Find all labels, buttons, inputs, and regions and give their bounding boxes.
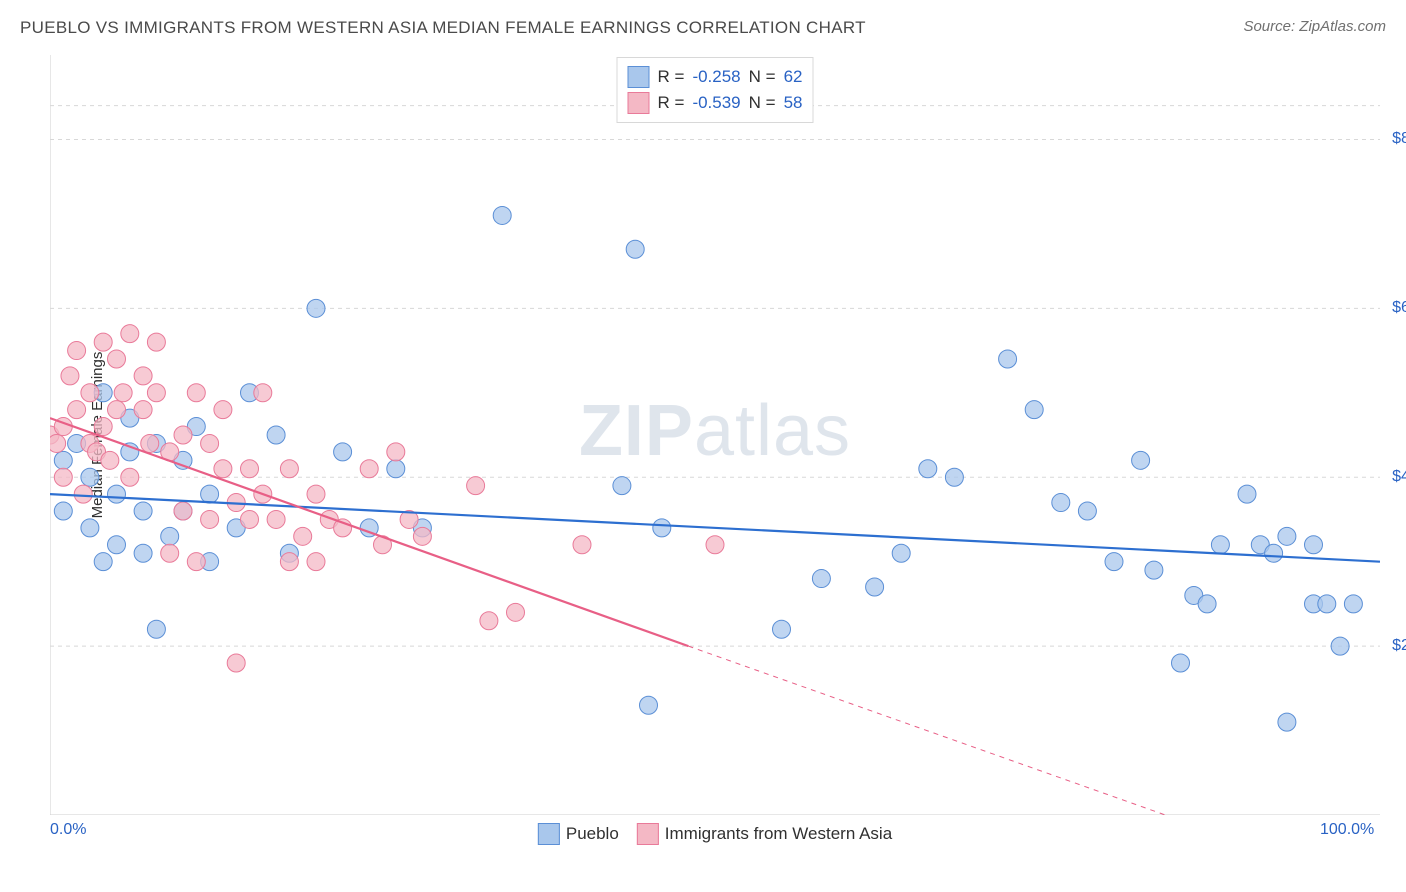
x-tick-label: 100.0% xyxy=(1320,821,1374,839)
legend-stat-label: N = xyxy=(749,67,776,87)
chart-area: Median Female Earnings ZIPatlas R = -0.2… xyxy=(50,55,1380,815)
legend-label: Immigrants from Western Asia xyxy=(665,824,892,844)
x-tick-label: 0.0% xyxy=(50,821,86,839)
legend-stat-value: 62 xyxy=(784,67,803,87)
source-attribution: Source: ZipAtlas.com xyxy=(1243,18,1386,35)
legend-swatch xyxy=(538,823,560,845)
legend-item: Pueblo xyxy=(538,823,619,845)
y-tick-label: $60,000 xyxy=(1392,299,1406,317)
legend-stat-value: -0.539 xyxy=(692,93,740,113)
legend-stat-value: 58 xyxy=(784,93,803,113)
y-tick-label: $20,000 xyxy=(1392,637,1406,655)
legend-stats-row: R = -0.258 N = 62 xyxy=(628,64,803,90)
chart-title: PUEBLO VS IMMIGRANTS FROM WESTERN ASIA M… xyxy=(20,18,866,37)
y-axis-tick-labels: $20,000 $40,000 $60,000 $80,000 xyxy=(1380,55,1406,815)
legend-stat-label: R = xyxy=(658,93,685,113)
y-tick-label: $80,000 xyxy=(1392,130,1406,148)
legend-stat-value: -0.258 xyxy=(692,67,740,87)
legend-stats-row: R = -0.539 N = 58 xyxy=(628,90,803,116)
legend-swatch xyxy=(628,92,650,114)
legend-label: Pueblo xyxy=(566,824,619,844)
legend-swatch xyxy=(637,823,659,845)
legend-stat-label: R = xyxy=(658,67,685,87)
legend-stat-label: N = xyxy=(749,93,776,113)
chart-header: PUEBLO VS IMMIGRANTS FROM WESTERN ASIA M… xyxy=(20,18,1386,46)
legend-series: Pueblo Immigrants from Western Asia xyxy=(538,823,892,845)
legend-swatch xyxy=(628,66,650,88)
scatter-plot-svg xyxy=(50,55,1380,815)
legend-item: Immigrants from Western Asia xyxy=(637,823,892,845)
legend-stats-box: R = -0.258 N = 62R = -0.539 N = 58 xyxy=(617,57,814,123)
y-tick-label: $40,000 xyxy=(1392,468,1406,486)
